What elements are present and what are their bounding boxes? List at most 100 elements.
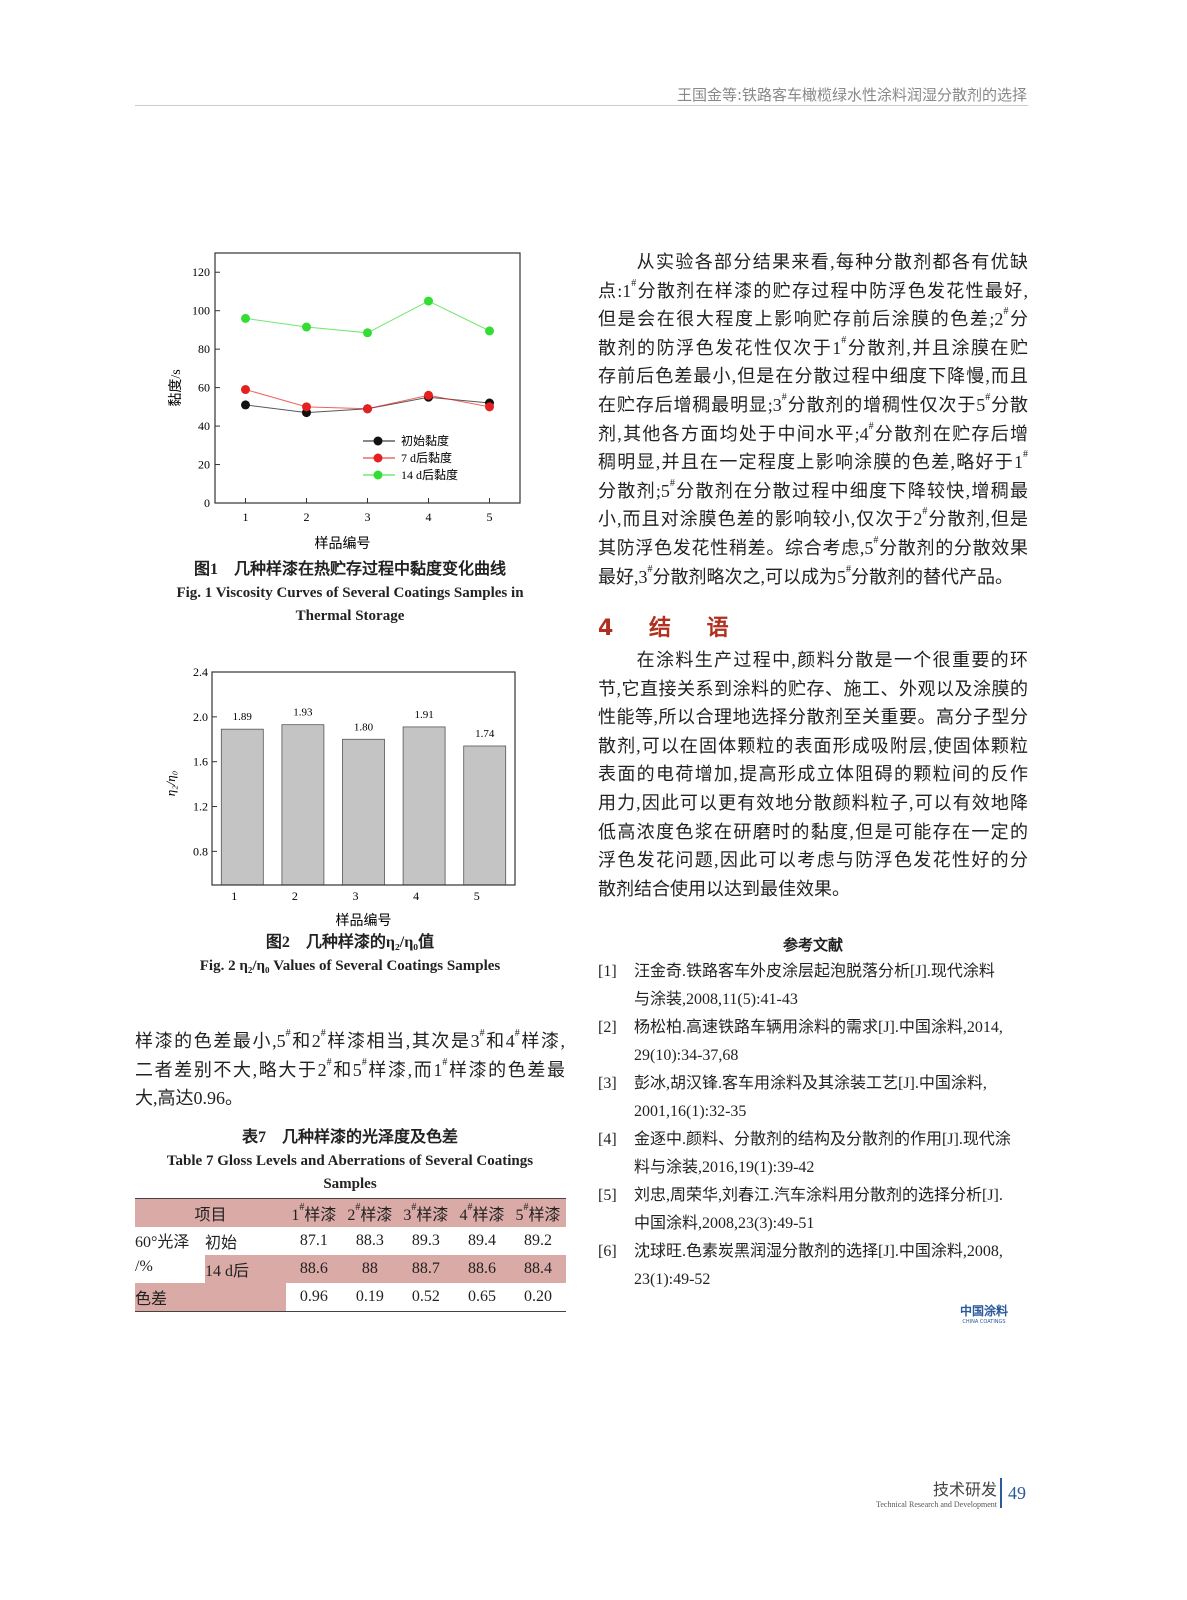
footer-section-cn: 技术研发 — [932, 1480, 997, 1499]
footer-section: 技术研发 Technical Research and Development — [820, 1476, 997, 1509]
cell: 0.65 — [467, 1288, 496, 1305]
y-tick-label: 1.2 — [193, 800, 208, 814]
reference-item: [2] 杨松柏.高速铁路车辆用涂料的需求[J].中国涂料,2014, 29(10):… — [598, 1014, 1030, 1070]
header-divider — [135, 105, 1028, 106]
legend-label: 初始黏度 — [401, 433, 449, 448]
text-line: 但是会在很大程度上影响贮存前后涂膜的色差;2#分 — [598, 306, 1029, 330]
series-line — [245, 300, 490, 334]
page-number: 49 — [1008, 1483, 1026, 1503]
x-tick-label: 3 — [353, 889, 359, 903]
cell: 88.6 — [467, 1260, 496, 1277]
y-tick-label: 80 — [198, 342, 210, 356]
y-tick-label: 2.4 — [193, 665, 208, 679]
x-axis-label: 样品编号 — [315, 536, 371, 552]
reference-text-1: 杨松柏.高速铁路车辆用涂料的需求[J].中国涂料,2014, — [634, 1019, 1003, 1036]
y-axis-label: η₂/η₀ — [163, 771, 178, 797]
y-tick-label: 100 — [192, 304, 210, 318]
cell: 0.52 — [411, 1288, 440, 1305]
logo-cn: 中国涂料 — [960, 1304, 1009, 1318]
cell: 88.4 — [523, 1260, 552, 1277]
row-label: 14 d后 — [205, 1263, 250, 1280]
text-line: 大,高达0.96。 — [135, 1088, 243, 1109]
reference-number: [3] — [598, 1075, 617, 1092]
bar — [402, 726, 446, 886]
legend-label: 14 d后黏度 — [401, 467, 458, 482]
plot-frame — [214, 252, 521, 504]
text-line: 散剂,可以在固体颗粒的表面形成吸附层,使固体颗粒 — [598, 735, 1028, 756]
fig1-caption-en-1: Fig. 1 Viscosity Curves of Several Coati… — [176, 585, 524, 601]
plot-frame — [211, 671, 516, 886]
table-row: 14 d后 88.6 88 88.7 88.6 88.4 — [135, 1255, 566, 1283]
data-point — [363, 404, 372, 414]
reference-text-2: 料与涂装,2016,19(1):39-42 — [634, 1159, 815, 1176]
x-axis-label: 样品编号 — [336, 913, 392, 929]
text-line: 在贮存后增稠最明显;3#分散剂的增稠性仅次于5#分散 — [598, 391, 1029, 415]
data-point — [485, 326, 494, 336]
text-line: 浮色发花问题,因此可以考虑与防浮色发花性好的分 — [598, 850, 1028, 871]
y-tick-label: 0.8 — [193, 844, 208, 858]
x-tick-label: 2 — [304, 510, 310, 524]
left-paragraph: 样漆的色差最小,5#和2#样漆相当,其次是3#和4#样漆, 二者差别不大,略大于2… — [135, 1027, 565, 1113]
cell: 88.6 — [299, 1260, 328, 1277]
x-tick-label: 1 — [243, 510, 249, 524]
reference-number: [6] — [598, 1243, 617, 1260]
table-row: 60°光泽 /% 初始 87.1 88.3 89.3 89.4 89.2 — [135, 1227, 566, 1275]
reference-item: [4] 金逐中.颜料、分散剂的结构及分散剂的作用[J].现代涂 料与涂装,2016,… — [598, 1126, 1030, 1182]
reference-text-2: 23(1):49-52 — [634, 1271, 711, 1288]
header-sample: 4#样漆 — [459, 1202, 505, 1225]
reference-item: [5] 刘忠,周荣华,刘春江.汽车涂料用分散剂的选择分析[J]. 中国涂料,2008… — [598, 1182, 1030, 1238]
text-line: 性能等,所以合理地选择分散剂至关重要。高分子型分 — [598, 707, 1028, 728]
cell: 0.19 — [355, 1288, 384, 1305]
reference-item: [1] 汪金奇.铁路客车外皮涂层起泡脱落分析[J].现代涂料 与涂装,2008,11… — [598, 958, 1030, 1014]
references-list: [1] 汪金奇.铁路客车外皮涂层起泡脱落分析[J].现代涂料 与涂装,2008,11… — [598, 958, 1030, 1294]
reference-text-2: 中国涂料,2008,23(3):49-51 — [634, 1215, 815, 1232]
legend-marker — [373, 436, 383, 446]
fig1-caption-cn: 图1 几种样漆在热贮存过程中黏度变化曲线 — [193, 561, 506, 578]
cell: 88.3 — [355, 1232, 384, 1249]
data-point — [241, 385, 250, 395]
header-item: 项目 — [194, 1207, 227, 1224]
reference-text-1: 金逐中.颜料、分散剂的结构及分散剂的作用[J].现代涂 — [634, 1131, 1011, 1148]
ratio-bar-chart: 1.89 1.93 1.80 1.91 1.74 0.8 1.2 1.6 2.0 2.4 1 2 3 4 5… — [163, 665, 516, 929]
data-point — [363, 328, 372, 338]
y-tick-label: 40 — [198, 419, 210, 433]
y-tick-label: 20 — [198, 458, 210, 472]
reference-text-2: 与涂装,2008,11(5):41-43 — [634, 991, 798, 1008]
data-point — [302, 402, 311, 412]
running-header: 王国金等:铁路客车橄榄绿水性涂料润湿分散剂的选择 — [676, 86, 1027, 104]
table-header-row: 项目 1#样漆 2#样漆 3#样漆 4#样漆 5#样漆 — [135, 1198, 566, 1227]
y-axis-label: 黏度/s — [168, 369, 184, 406]
section-4-paragraph: 在涂料生产过程中,颜料分散是一个很重要的环 节,它直接关系到涂料的贮存、施工、外观… — [598, 646, 1028, 903]
row-label: 初始 — [205, 1235, 238, 1252]
text-line: 散剂的防浮色发花性仅次于1#分散剂,并且涂膜在贮 — [598, 334, 1029, 358]
x-tick-label: 5 — [487, 510, 493, 524]
text-line: 小,而且对涂膜色差的影响较小,仅次于2#分散剂,但是 — [598, 506, 1028, 530]
data-label: 1.91 — [414, 709, 433, 721]
text-line: 稠明显,并且在一定程度上影响涂膜的色差,略好于1# — [598, 449, 1028, 473]
cell: 88.7 — [411, 1260, 440, 1277]
fig2-caption-cn: 图2 几种样漆的η₂/η₀值 — [265, 934, 435, 951]
footer-section-en: Technical Research and Development — [876, 1500, 997, 1509]
x-tick-label: 2 — [292, 889, 298, 903]
reference-number: [2] — [598, 1019, 617, 1036]
reference-number: [5] — [598, 1187, 617, 1204]
header-sample: 5#样漆 — [515, 1202, 561, 1225]
text-line: 低高浓度色浆在研磨时的黏度,但是可能存在一定的 — [598, 821, 1028, 842]
header-sample: 2#样漆 — [347, 1202, 393, 1225]
data-point — [241, 400, 250, 410]
text-line: 点:1#分散剂在样漆的贮存过程中防浮色发花性最好, — [598, 277, 1028, 301]
data-point — [424, 296, 433, 306]
text-line: 从实验各部分结果来看,每种分散剂都各有优缺 — [598, 252, 1028, 272]
cell: 89.2 — [523, 1232, 552, 1249]
section-4-title: 4 结 语 — [598, 616, 743, 641]
references-title: 参考文献 — [782, 938, 843, 954]
bar — [463, 745, 507, 886]
reference-number: [1] — [598, 963, 617, 980]
text-line: 存前后色差最小,但是在分散过程中细度下降慢,而且 — [598, 366, 1028, 387]
y-tick-label: 2.0 — [193, 710, 208, 724]
y-tick-label: 1.6 — [193, 755, 208, 769]
table7-caption-en-1: Table 7 Gloss Levels and Aberrations of … — [166, 1153, 534, 1169]
cell: 89.4 — [467, 1232, 496, 1249]
data-label: 1.74 — [475, 728, 495, 740]
